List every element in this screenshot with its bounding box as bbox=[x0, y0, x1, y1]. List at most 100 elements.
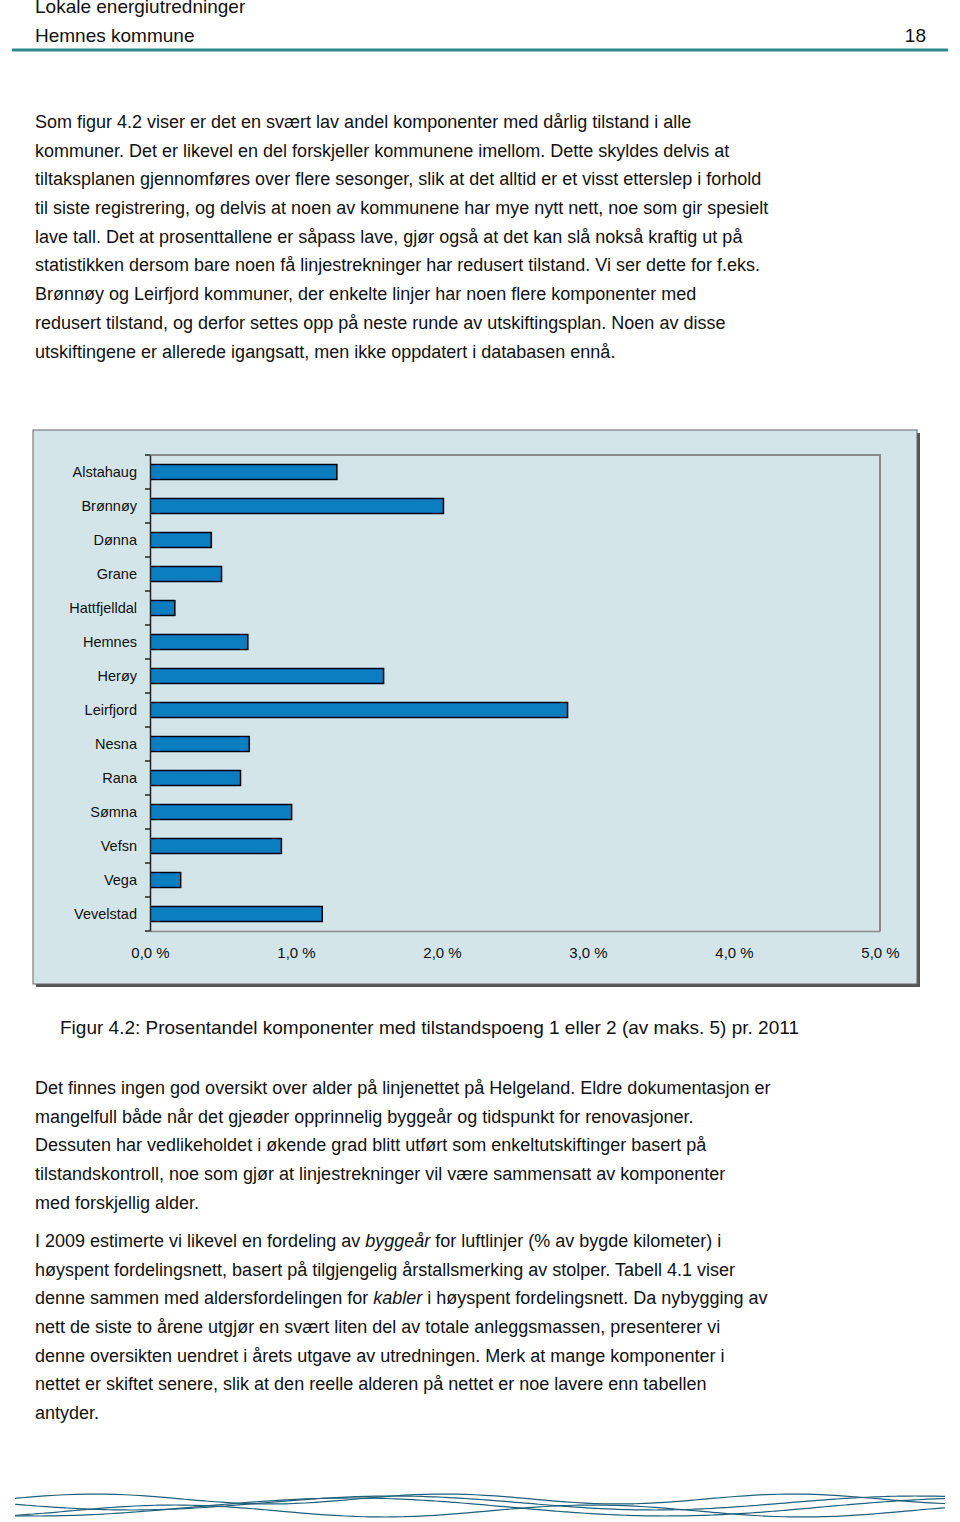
text-emphasis: byggeår bbox=[365, 1231, 430, 1251]
bar bbox=[150, 703, 568, 718]
footer-wave bbox=[15, 1496, 945, 1510]
tick: 4,0 % bbox=[715, 931, 753, 961]
figure-caption: Figur 4.2: Prosentandel komponenter med … bbox=[60, 1017, 799, 1039]
text-line: tiltaksplanen gjennomføres over flere se… bbox=[35, 165, 768, 194]
text-span: med forskjellig alder. bbox=[35, 1193, 199, 1213]
bar bbox=[150, 567, 222, 582]
footer-wave bbox=[15, 1494, 945, 1504]
header-rule bbox=[12, 49, 948, 52]
divider-tick bbox=[145, 658, 150, 660]
tick: Brønnøy bbox=[81, 498, 150, 514]
footer-decoration bbox=[15, 1494, 945, 1517]
tick: 5,0 % bbox=[861, 931, 899, 961]
bar bbox=[150, 907, 322, 922]
chart-background bbox=[33, 430, 917, 984]
divider-tick bbox=[145, 522, 150, 524]
text-line: denne oversikten uendret i årets utgave … bbox=[35, 1342, 767, 1371]
divider-tick bbox=[145, 896, 150, 898]
text-line: Dessuten har vedlikeholdet i økende grad… bbox=[35, 1131, 770, 1160]
tick-label: Vefsn bbox=[101, 838, 137, 854]
paragraph: I 2009 estimerte vi likevel en fordeling… bbox=[35, 1227, 767, 1428]
tick-label: Leirfjord bbox=[85, 702, 137, 718]
footer-wave bbox=[15, 1498, 945, 1516]
bars bbox=[150, 465, 568, 922]
tick: Vega bbox=[104, 872, 150, 888]
text-span: redusert tilstand, og derfor settes opp … bbox=[35, 313, 725, 333]
tick: Sømna bbox=[90, 804, 150, 820]
tick-label: Hemnes bbox=[83, 634, 137, 650]
tick: Alstahaug bbox=[73, 464, 151, 480]
text-line: redusert tilstand, og derfor settes opp … bbox=[35, 309, 768, 338]
text-line: antyder. bbox=[35, 1399, 767, 1428]
text-span: nett de siste to årene utgjør en svært l… bbox=[35, 1317, 720, 1337]
tick: Herøy bbox=[98, 668, 150, 684]
bar bbox=[150, 601, 175, 616]
tick-label: Brønnøy bbox=[81, 498, 137, 514]
category-dividers bbox=[145, 455, 150, 931]
tick-label: Nesna bbox=[95, 736, 138, 752]
text-line: nettet er skiftet senere, slik at den re… bbox=[35, 1370, 767, 1399]
bar bbox=[150, 737, 249, 752]
paragraph: Som figur 4.2 viser er det en svært lav … bbox=[35, 108, 768, 366]
text-line: lave tall. Det at prosenttallene er såpa… bbox=[35, 223, 768, 252]
bar bbox=[150, 805, 292, 820]
tick-label: 3,0 % bbox=[569, 944, 607, 961]
text-span: statistikken dersom bare noen få linjest… bbox=[35, 255, 760, 275]
tick-label: Vevelstad bbox=[74, 906, 137, 922]
text-line: med forskjellig alder. bbox=[35, 1189, 770, 1218]
footer-wave bbox=[15, 1505, 945, 1517]
divider-tick bbox=[145, 930, 150, 932]
bar bbox=[150, 771, 241, 786]
text-span: Dessuten har vedlikeholdet i økende grad… bbox=[35, 1135, 706, 1155]
bar bbox=[150, 465, 337, 480]
text-line: høyspent fordelingsnett, basert på tilgj… bbox=[35, 1256, 767, 1285]
text-span: for luftlinjer (% av bygde kilometer) i bbox=[430, 1231, 721, 1251]
divider-tick bbox=[145, 624, 150, 626]
page-graphics: 0,0 % 1,0 % 2,0 % 3,0 % 4,0 % 5,0 % Alstahaug B… bbox=[0, 0, 960, 1522]
text-line: kommuner. Det er likevel en del forskjel… bbox=[35, 137, 768, 166]
tick: Nesna bbox=[95, 736, 150, 752]
tick: Vefsn bbox=[101, 838, 150, 854]
bar bbox=[150, 533, 211, 548]
axis-line bbox=[151, 931, 881, 933]
text-line: statistikken dersom bare noen få linjest… bbox=[35, 251, 768, 280]
divider-tick bbox=[145, 590, 150, 592]
divider-tick bbox=[145, 692, 150, 694]
divider-tick bbox=[145, 794, 150, 796]
text-line: Som figur 4.2 viser er det en svært lav … bbox=[35, 108, 768, 137]
tick: 3,0 % bbox=[569, 931, 607, 961]
divider-tick bbox=[145, 760, 150, 762]
page-number: 18 bbox=[905, 25, 926, 47]
divider-tick bbox=[145, 862, 150, 864]
text-line: mangelfull både når det gjeøder opprinne… bbox=[35, 1103, 770, 1132]
tick-label: 4,0 % bbox=[715, 944, 753, 961]
text-span: mangelfull både når det gjeøder opprinne… bbox=[35, 1107, 693, 1127]
divider-tick bbox=[145, 488, 150, 490]
tick: Dønna bbox=[93, 532, 150, 548]
tick-label: Grane bbox=[97, 566, 137, 582]
text-span: nettet er skiftet senere, slik at den re… bbox=[35, 1374, 706, 1394]
text-line: denne sammen med aldersfordelingen for k… bbox=[35, 1284, 767, 1313]
divider-tick bbox=[145, 726, 150, 728]
text-line: Det finnes ingen god oversikt over alder… bbox=[35, 1074, 770, 1103]
text-span: tilstandskontroll, noe som gjør at linje… bbox=[35, 1164, 725, 1184]
tick: 2,0 % bbox=[423, 931, 461, 961]
text-line: Brønnøy og Leirfjord kommuner, der enkel… bbox=[35, 280, 768, 309]
bar bbox=[150, 839, 281, 854]
text-line: tilstandskontroll, noe som gjør at linje… bbox=[35, 1160, 770, 1189]
text-span: antyder. bbox=[35, 1403, 99, 1423]
text-span: Brønnøy og Leirfjord kommuner, der enkel… bbox=[35, 284, 696, 304]
tick: 1,0 % bbox=[277, 931, 315, 961]
text-line: I 2009 estimerte vi likevel en fordeling… bbox=[35, 1227, 767, 1256]
tick-label: Herøy bbox=[98, 668, 138, 684]
tick-label: 2,0 % bbox=[423, 944, 461, 961]
paragraph: Det finnes ingen god oversikt over alder… bbox=[35, 1074, 770, 1217]
text-line: utskiftingene er allerede igangsatt, men… bbox=[35, 338, 768, 367]
text-span: lave tall. Det at prosenttallene er såpa… bbox=[35, 227, 742, 247]
tick-label: Sømna bbox=[90, 804, 138, 820]
bar bbox=[150, 669, 384, 684]
tick: 0,0 % bbox=[131, 931, 169, 961]
tick-label: Alstahaug bbox=[73, 464, 138, 480]
divider-tick bbox=[145, 454, 150, 456]
text-span: utskiftingene er allerede igangsatt, men… bbox=[35, 342, 615, 362]
